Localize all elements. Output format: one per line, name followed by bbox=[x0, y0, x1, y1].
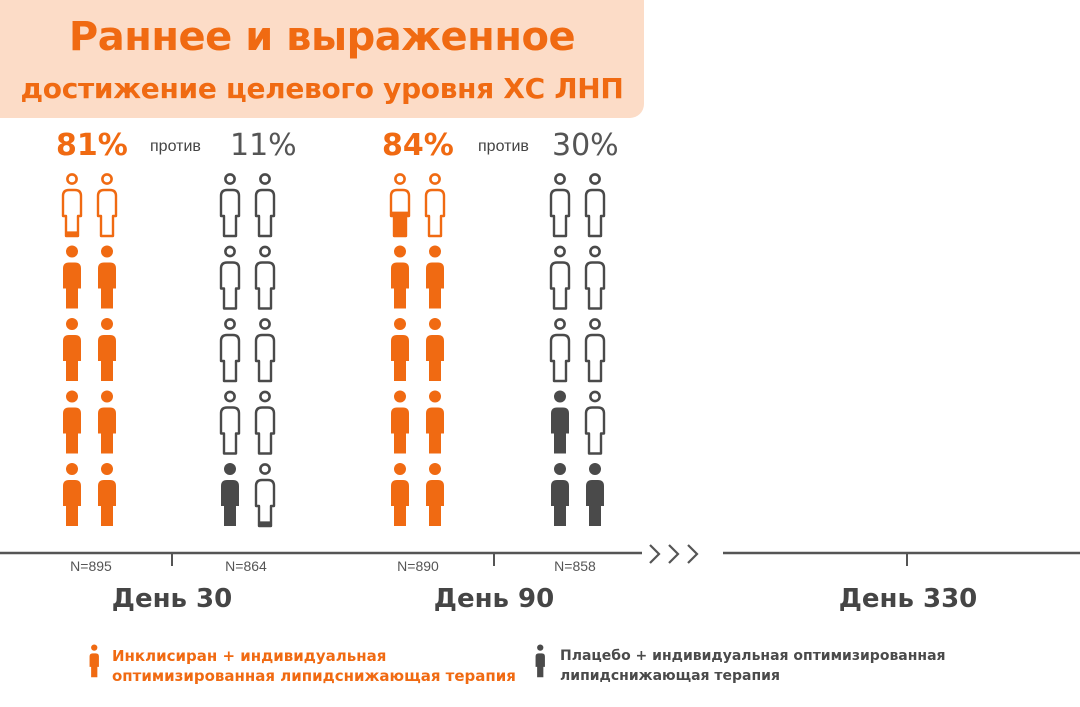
person-icon-g1-r2-c0 bbox=[219, 318, 241, 383]
day30-placebo-n: N=864 bbox=[225, 558, 267, 574]
person-icon-g3-r2-c1 bbox=[584, 318, 606, 383]
person-icon-g3-r4-c1 bbox=[586, 463, 604, 526]
person-icon-g1-r3-c0 bbox=[219, 390, 241, 455]
person-icon-g3-r2-c0 bbox=[549, 318, 571, 383]
person-icon-g2-r3-c0 bbox=[391, 390, 409, 454]
chart-title: Раннее и выраженное bbox=[68, 14, 576, 60]
person-icon-g3-r3-c1 bbox=[584, 390, 606, 455]
person-icon-g3-r1-c0 bbox=[549, 245, 571, 310]
person-icon-g2-r3-c1 bbox=[426, 390, 444, 454]
day30-placebo-percent: 11% bbox=[230, 128, 297, 163]
legend-treatment-line1: Инклисиран + индивидуальная bbox=[112, 647, 387, 665]
person-icon-g0-r3-c0 bbox=[63, 390, 81, 454]
person-icon-g2-r0-c1 bbox=[424, 173, 446, 238]
legend-placebo-icon bbox=[535, 644, 545, 678]
person-icon-g0-r3-c1 bbox=[98, 390, 116, 454]
legend-treatment-label: Инклисиран + индивидуальная оптимизирова… bbox=[112, 646, 516, 686]
legend-treatment-line2: оптимизированная липидснижающая терапия bbox=[112, 667, 516, 685]
person-icon-g2-r4-c0 bbox=[391, 463, 409, 526]
person-icon-g1-r3-c1 bbox=[254, 390, 276, 455]
person-icon-g2-r2-c1 bbox=[426, 318, 444, 381]
person-icon-g3-r0-c1 bbox=[584, 173, 606, 238]
person-icon-g2-r4-c1 bbox=[426, 463, 444, 526]
legend-placebo-label: Плацебо + индивидуальная оптимизированна… bbox=[560, 646, 946, 686]
person-icon-g0-r2-c1 bbox=[98, 318, 116, 381]
person-icon-g3-r4-c0 bbox=[551, 463, 569, 526]
person-icon-g1-r4-c0 bbox=[221, 463, 239, 526]
person-icon-g0-r4-c1 bbox=[98, 463, 116, 526]
legend-placebo-line2: липидснижающая терапия bbox=[560, 668, 780, 684]
day90-treatment-percent: 84% bbox=[382, 128, 454, 163]
person-icon-g1-r1-c1 bbox=[254, 245, 276, 310]
person-icon-g0-r2-c0 bbox=[63, 318, 81, 381]
person-icon-g3-r1-c1 bbox=[584, 245, 606, 310]
day90-placebo-n: N=858 bbox=[554, 558, 596, 574]
day30-vs-label: против bbox=[150, 138, 201, 155]
person-icon-g1-r2-c1 bbox=[254, 318, 276, 383]
person-icon-g2-r1-c1 bbox=[426, 245, 444, 309]
day90-label: День 90 bbox=[433, 584, 555, 614]
title-banner: Раннее и выраженное достижение целевого … bbox=[0, 0, 644, 118]
day30-treatment-percent: 81% bbox=[56, 128, 128, 163]
person-icon-g0-r1-c0 bbox=[63, 245, 81, 309]
person-icon-g3-r0-c0 bbox=[549, 173, 571, 238]
day30-label: День 30 bbox=[111, 584, 233, 614]
person-icon-g3-r3-c0 bbox=[551, 390, 569, 454]
person-icon-g2-r2-c0 bbox=[391, 318, 409, 381]
legend-placebo-line1: Плацебо + индивидуальная оптимизированна… bbox=[560, 648, 946, 664]
legend-treatment-icon bbox=[89, 644, 99, 678]
chart-subtitle: достижение целевого уровня ХС ЛНП bbox=[20, 72, 624, 105]
day330-label: День 330 bbox=[838, 584, 978, 614]
day90-placebo-percent: 30% bbox=[552, 128, 619, 163]
timeline-break-icon bbox=[649, 544, 699, 564]
person-icon-g1-r0-c1 bbox=[254, 173, 276, 238]
person-icon-g2-r0-c0 bbox=[389, 173, 411, 238]
person-icon-g1-r1-c0 bbox=[219, 245, 241, 310]
day90-treatment-n: N=890 bbox=[397, 558, 439, 574]
person-icon-g0-r0-c1 bbox=[96, 173, 118, 238]
day90-vs-label: против bbox=[478, 138, 529, 155]
person-icon-g2-r1-c0 bbox=[391, 245, 409, 309]
person-icon-g0-r4-c0 bbox=[63, 463, 81, 526]
person-icon-g1-r4-c1 bbox=[254, 463, 276, 528]
person-icon-g1-r0-c0 bbox=[219, 173, 241, 238]
person-icon-g0-r0-c0 bbox=[61, 173, 83, 238]
person-icon-g0-r1-c1 bbox=[98, 245, 116, 309]
day30-treatment-n: N=895 bbox=[70, 558, 112, 574]
